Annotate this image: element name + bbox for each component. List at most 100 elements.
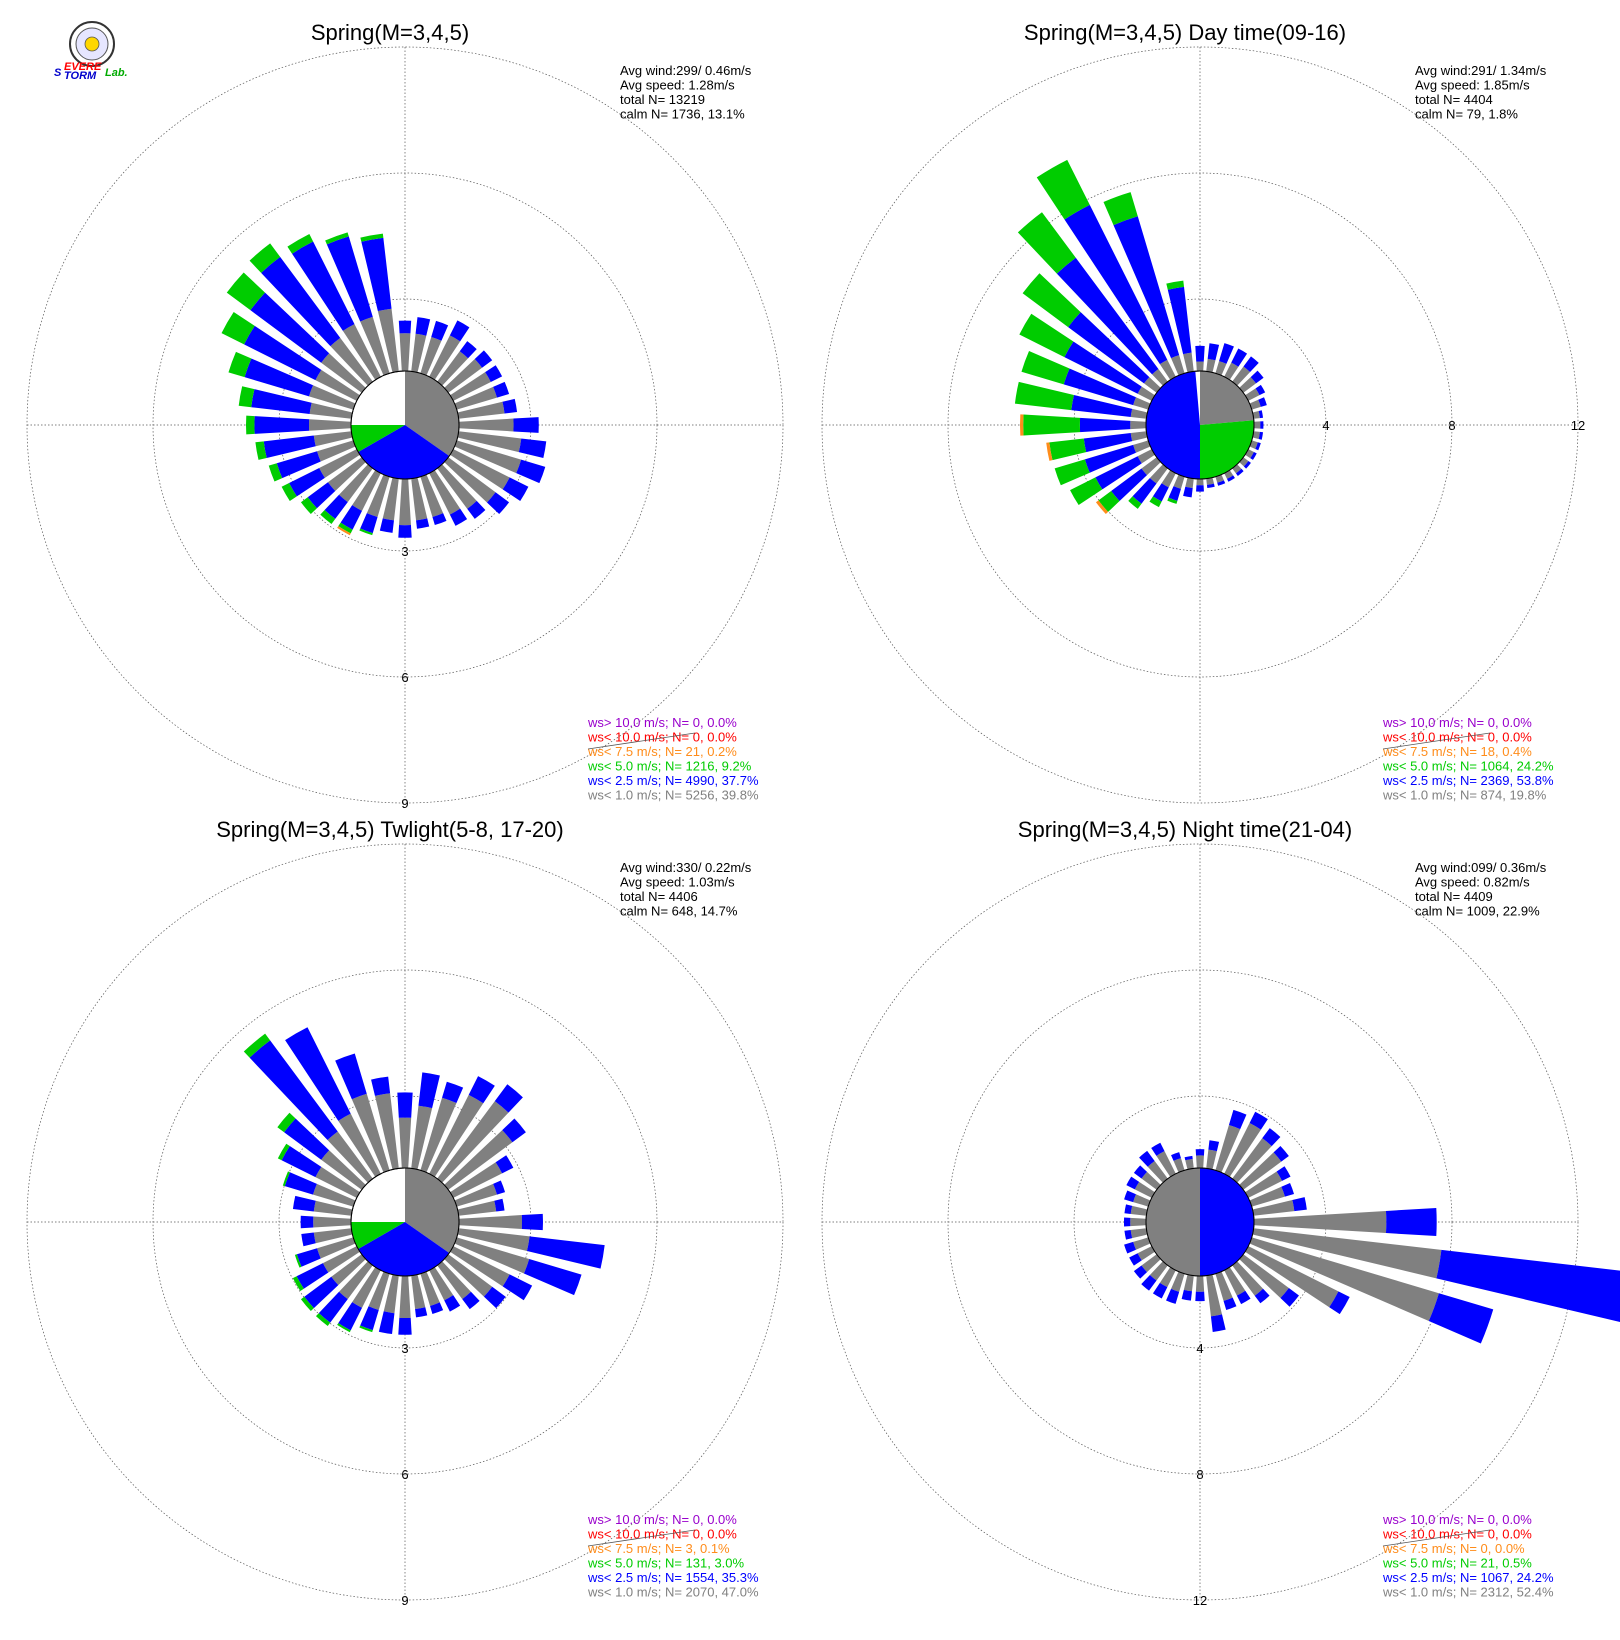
rose-bar-segment <box>282 1171 290 1187</box>
rose-bar-segment <box>1124 1241 1136 1254</box>
rose-bar-segment <box>1141 1171 1161 1190</box>
rose-bar-segment <box>366 474 390 517</box>
rose-bar-segment <box>1245 1246 1339 1308</box>
panel-title: Spring(M=3,4,5) <box>311 20 469 45</box>
rose-bar-segment <box>450 1162 503 1198</box>
rose-bar-segment <box>1206 1149 1217 1170</box>
rose-bar-segment <box>338 1113 381 1177</box>
ring-label: 8 <box>1448 418 1455 433</box>
rose-bar-segment <box>494 1084 523 1113</box>
legend-entry: ws< 1.0 m/s; N= 2312, 52.4% <box>1382 1585 1554 1600</box>
rose-bar-segment <box>1147 1160 1168 1183</box>
rose-bar-segment <box>486 492 510 515</box>
rose-bar-segment <box>1239 1152 1282 1190</box>
calm-pie-slice <box>351 1222 405 1249</box>
rose-bar-segment <box>379 518 394 533</box>
rose-bar-segment <box>450 449 510 490</box>
rose-bar-segment <box>523 1259 582 1296</box>
rose-bar-segment <box>1049 438 1087 461</box>
rose-bar-segment <box>1183 352 1194 373</box>
rose-bar-segment <box>1196 478 1204 486</box>
rose-bar-segment <box>277 1143 290 1161</box>
rose-bar-segment <box>1133 1237 1151 1250</box>
rose-bar-segment <box>1149 496 1162 508</box>
rose-bar-segment <box>1036 159 1090 220</box>
rose-bar-segment <box>1206 483 1215 489</box>
rose-bar-segment <box>263 435 316 458</box>
rose-bar-segment <box>1231 348 1248 367</box>
rose-bar-segment <box>1130 420 1147 430</box>
legend-entry: ws> 10.0 m/s; N= 0, 0.0% <box>1382 1512 1532 1527</box>
rose-bar-segment <box>1084 444 1136 473</box>
rose-bar-segment <box>352 470 381 511</box>
legend-entry: ws< 1.0 m/s; N= 874, 19.8% <box>1382 788 1547 803</box>
rose-bar-segment <box>296 1263 329 1289</box>
rose-bar-segment <box>1262 1128 1281 1147</box>
rose-bar-segment <box>268 463 283 482</box>
rose-bar-segment <box>458 418 514 432</box>
ring-label: 6 <box>401 1467 408 1482</box>
rose-bar-segment <box>444 1130 513 1190</box>
rose-bar-segment <box>1219 343 1234 364</box>
lab-seal-icon <box>69 21 115 67</box>
rose-bar-segment <box>1292 1197 1307 1212</box>
rose-bar-segment <box>277 1112 296 1133</box>
legend-strike <box>587 1529 696 1547</box>
rose-bar-segment <box>1152 1282 1168 1299</box>
stat-line: Avg speed: 1.28m/s <box>620 78 735 93</box>
rose-bar-segment <box>1273 1145 1289 1162</box>
rose-bar-segment <box>444 1254 493 1297</box>
rose-bar-segment <box>339 1261 373 1300</box>
panel-title: Spring(M=3,4,5) Day time(09-16) <box>1024 20 1346 45</box>
rose-bar-segment <box>331 1254 366 1286</box>
calm-pie-slice <box>1200 1168 1254 1276</box>
rose-bar-segment <box>1132 477 1157 504</box>
rose-bar-segment <box>454 1237 530 1274</box>
rose-bar-segment <box>1139 1150 1155 1167</box>
rose-bar-segment <box>416 518 430 529</box>
rose-bar-segment <box>1149 1261 1168 1281</box>
rose-bar-segment <box>399 333 411 372</box>
stat-line: Avg wind:099/ 0.36m/s <box>1415 860 1547 875</box>
rose-bar-segment <box>1276 1166 1291 1181</box>
rose-bar-segment <box>1133 1194 1151 1207</box>
rose-bar-segment <box>429 1094 484 1177</box>
rose-bar-segment <box>1017 212 1076 274</box>
rose-bar-segment <box>420 337 442 376</box>
rose-bar-segment <box>1195 1291 1205 1302</box>
rose-bar-segment <box>1217 480 1226 486</box>
rose-bar-segment <box>431 320 449 341</box>
rose-bar-segment <box>502 1118 526 1143</box>
rose-bar-segment <box>458 1215 523 1229</box>
rose-bar-segment <box>281 483 297 501</box>
rose-bar-segment <box>1253 1210 1387 1234</box>
rose-bar-segment <box>1130 408 1148 419</box>
rose-bar-segment <box>321 1150 366 1190</box>
rose-bar-segment <box>449 320 470 342</box>
rose-bar-segment <box>1226 475 1235 482</box>
rose-bar-segment <box>342 324 381 380</box>
rose-bar-segment <box>360 1306 379 1331</box>
rose-bar-segment <box>1111 468 1148 502</box>
rose-bar-segment <box>468 1076 495 1104</box>
ring-label: 3 <box>401 544 408 559</box>
rose-bar-segment <box>360 233 384 242</box>
rose-bar-segment <box>415 317 431 336</box>
rose-bar-segment <box>1183 486 1193 498</box>
rose-bar-segment <box>1113 216 1180 359</box>
ring-label: 4 <box>1322 418 1329 433</box>
rose-bar-segment <box>462 1291 480 1310</box>
logo-lab: Lab. <box>105 67 128 79</box>
rose-bar-segment <box>457 1228 530 1252</box>
rose-bar-segment <box>429 335 461 380</box>
rose-bar-segment <box>1141 457 1161 476</box>
rose-bar-segment <box>1014 381 1074 411</box>
stat-line: calm N= 1009, 22.9% <box>1415 904 1540 919</box>
rose-bar-segment <box>1068 312 1150 384</box>
wind-rose-panel: Spring(M=3,4,5) Day time(09-16) 4 8 12 Avg w… <box>821 20 1585 804</box>
rose-bar-segment <box>304 1276 339 1309</box>
ring-label: 12 <box>1193 1593 1207 1608</box>
rose-bar-segment <box>1129 1253 1142 1266</box>
rose-bar-segment <box>1252 1228 1442 1279</box>
rose-bar-segment <box>1207 343 1220 361</box>
